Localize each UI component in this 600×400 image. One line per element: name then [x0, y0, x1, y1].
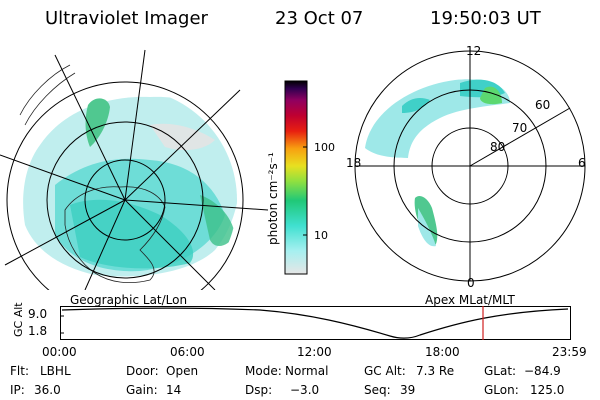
colorbar [284, 80, 308, 275]
apex-grid [354, 50, 586, 282]
time-label: 19:50:03 UT [430, 8, 541, 29]
continent-coastline [19, 64, 71, 116]
info-glon-value: 125.0 [530, 383, 565, 397]
colorbar-unit-label: photon cm⁻²s⁻¹ [266, 152, 280, 245]
info-gcalt-value: 7.3 Re [416, 364, 455, 378]
antarctic-coastline [64, 186, 166, 284]
info-gain-value: 14 [166, 383, 182, 397]
mlt-label-18: 18 [346, 156, 362, 170]
info-glat-key: GLat: [484, 364, 517, 378]
mlt-label-0: 0 [467, 276, 475, 290]
apex-polar-plot [354, 50, 586, 282]
info-dsp-value: −3.0 [290, 383, 320, 397]
colorbar-tick-100: 100 [314, 141, 335, 154]
geo-grid [0, 49, 269, 290]
info-dsp-key: Dsp: [245, 383, 273, 397]
instrument-title: Ultraviolet Imager [45, 8, 208, 29]
info-ip-value: 36.0 [34, 383, 61, 397]
timeline-xtick-1200: 12:00 [297, 345, 332, 359]
geo-panel-label: Geographic Lat/Lon [70, 293, 188, 307]
info-mode-key: Mode: [245, 364, 282, 378]
info-filter-value: LBHL [40, 364, 71, 378]
info-glon-key: GLon: [484, 383, 519, 397]
mlat-label-80: 80 [490, 140, 506, 154]
info-door-value: Open [166, 364, 199, 378]
apex-aurora-emission [365, 79, 510, 247]
mlt-label-6: 6 [578, 156, 586, 170]
info-ip-key: IP: [10, 383, 25, 397]
timeline-xtick-0000: 00:00 [42, 345, 77, 359]
mlt-label-12: 12 [466, 44, 482, 58]
geographic-map-image [0, 49, 269, 290]
timeline-ytick-high: 9.0 [28, 307, 48, 321]
mlat-label-70: 70 [512, 121, 528, 135]
info-gain-key: Gain: [126, 383, 158, 397]
mlat-label-60: 60 [535, 98, 551, 112]
info-gcalt-key: GC Alt: [364, 364, 406, 378]
altitude-curve [61, 307, 569, 339]
timeline-axis-label: GC Alt [12, 302, 25, 337]
info-seq-key: Seq: [364, 383, 391, 397]
info-seq-value: 39 [400, 383, 416, 397]
info-glat-value: −84.9 [524, 364, 561, 378]
apex-panel-label: Apex MLat/MLT [425, 293, 515, 307]
date-label: 23 Oct 07 [275, 8, 364, 29]
continent-coastline-2 [24, 72, 76, 126]
info-mode-value: Normal [285, 364, 329, 378]
info-door-key: Door: [126, 364, 159, 378]
colorbar-tick-10: 10 [314, 229, 328, 242]
timeline-ytick-low: 1.8 [28, 324, 48, 338]
timeline-xtick-1800: 18:00 [425, 345, 460, 359]
timeline-xtick-2359: 23:59 [552, 345, 587, 359]
timeline-xtick-0600: 06:00 [170, 345, 205, 359]
geo-arc-patch [85, 98, 110, 147]
altitude-timeline-plot [60, 306, 571, 340]
info-filter-key: Flt: [10, 364, 29, 378]
